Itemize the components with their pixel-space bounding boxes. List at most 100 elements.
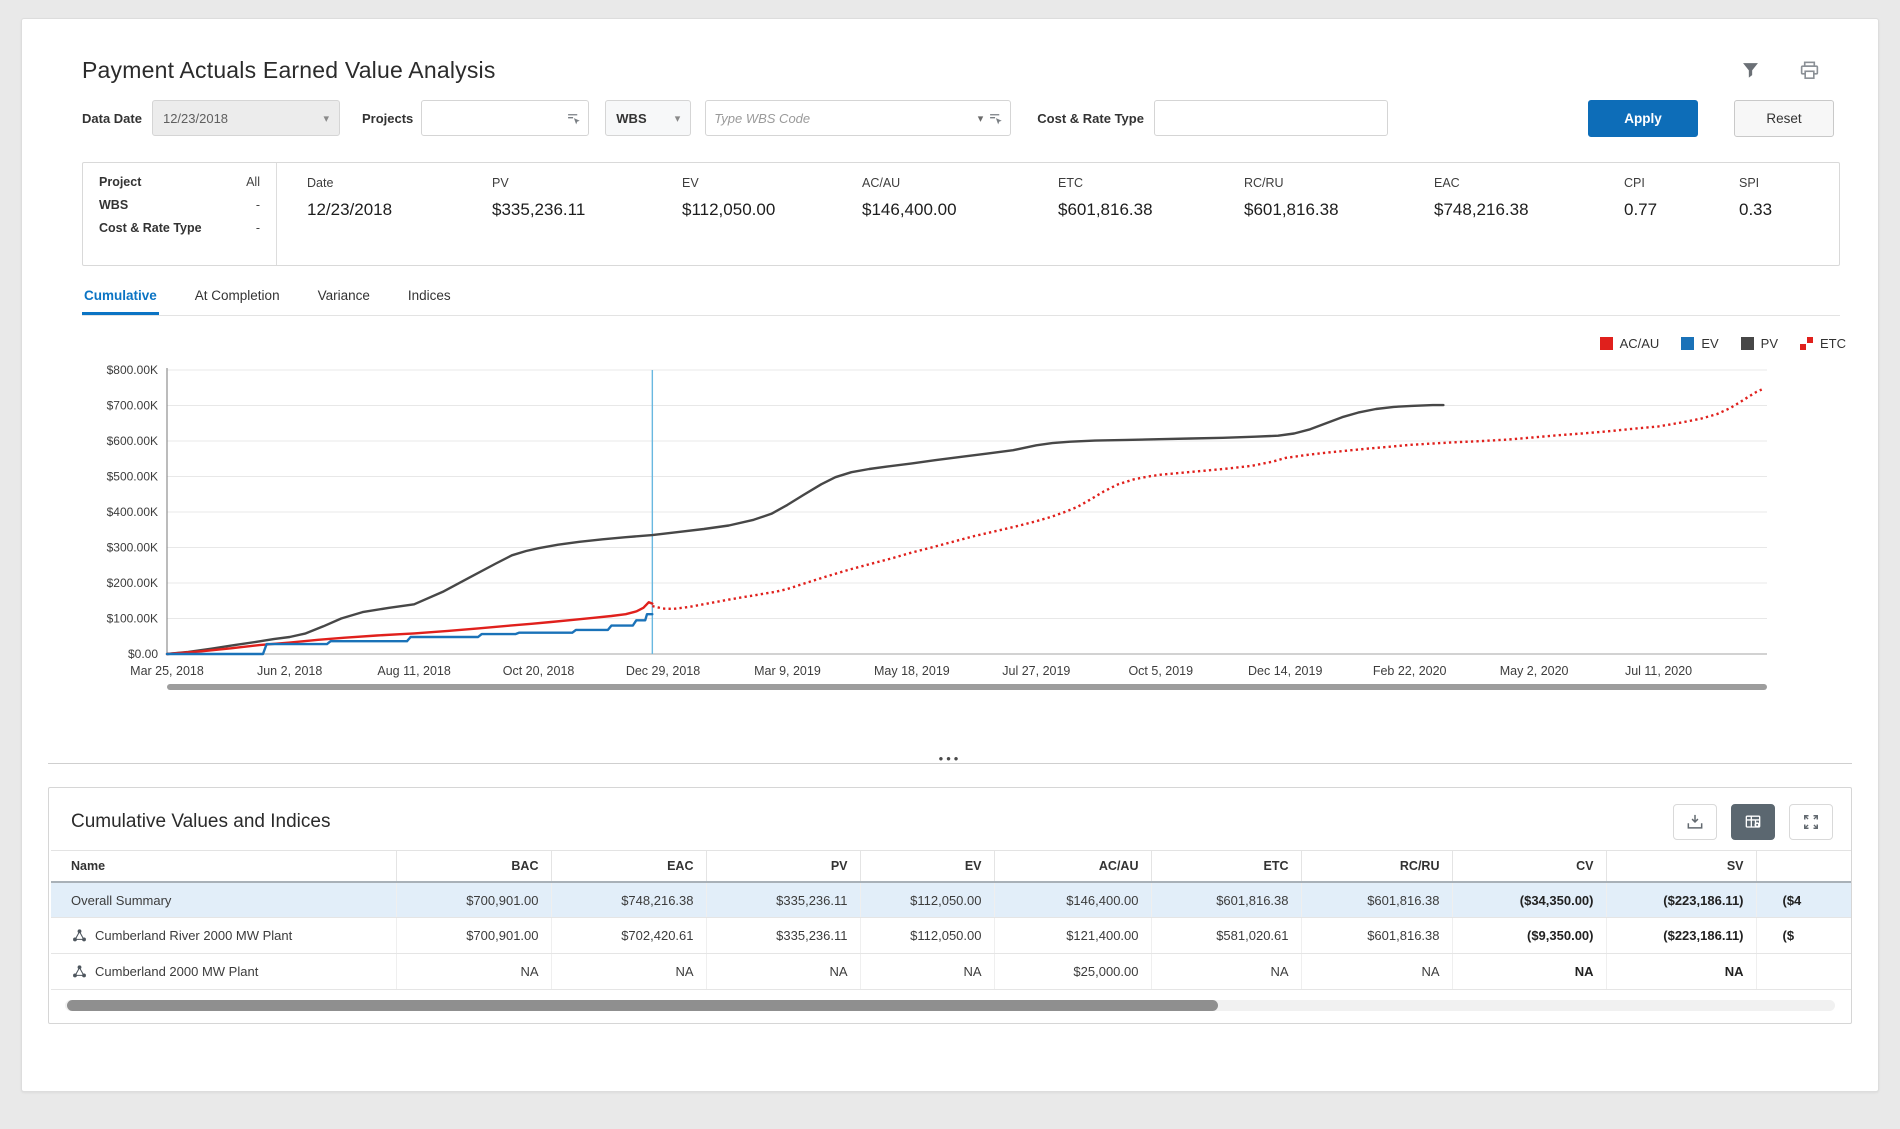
summary-metric-label: AC/AU (862, 176, 901, 190)
summary-filter-value: All (246, 175, 260, 189)
filter-bar: Data Date 12/23/2018 ▾ Projects WBS ▾ ▾ … (82, 98, 1840, 138)
cell-clipped: ($4 (1755, 882, 1851, 919)
column-header-rc-ru[interactable]: RC/RU (1300, 850, 1452, 883)
table-panel: Cumulative Values and Indices Name BAC EAC… (48, 787, 1852, 1025)
cell-name: Cumberland 2000 MW Plant (51, 953, 396, 991)
summary-metric-value: $748,216.38 (1434, 200, 1529, 219)
summary-filter-row: Project All (99, 175, 260, 189)
panel-splitter[interactable]: ••• (48, 751, 1852, 769)
summary-metric-label: EAC (1434, 176, 1460, 190)
chevron-down-icon: ▾ (323, 112, 329, 125)
apply-button[interactable]: Apply (1588, 99, 1698, 137)
table-settings-button[interactable] (1731, 804, 1775, 840)
cell-etc: NA (1150, 953, 1301, 991)
cell-clipped: ($ (1755, 917, 1851, 955)
column-header-cv[interactable]: CV (1451, 850, 1606, 883)
y-tick-label: $700.00K (107, 399, 158, 413)
summary-metric-label: SPI (1739, 176, 1760, 190)
picker-icon[interactable] (563, 111, 588, 126)
column-header-name[interactable]: Name (51, 850, 396, 883)
legend-swatch (1800, 336, 1813, 350)
cell-bac: $700,901.00 (395, 882, 551, 919)
wbs-code-input[interactable] (706, 101, 976, 135)
y-tick-label: $500.00K (107, 470, 158, 484)
summary-metric-spi: SPI 0.33 (1739, 176, 1839, 265)
cell-cv: ($9,350.00) (1451, 917, 1606, 955)
summary-metric-label: Date (307, 176, 334, 190)
column-header-bac[interactable]: BAC (395, 850, 551, 883)
legend-item-pv: PV (1740, 336, 1778, 351)
x-tick-label: Jul 27, 2019 (1002, 664, 1070, 678)
splitter-handle-icon[interactable]: ••• (938, 751, 962, 766)
legend-item-ac-au: AC/AU (1599, 336, 1659, 351)
print-icon[interactable] (1797, 59, 1822, 82)
cell-name: Overall Summary (51, 882, 396, 919)
summary-metric-value: 0.77 (1624, 200, 1658, 219)
cell-cv: NA (1451, 953, 1606, 991)
y-tick-label: $100.00K (107, 612, 158, 626)
cell-pv: NA (705, 953, 860, 991)
table-row[interactable]: Cumberland 2000 MW Plant NA NA NA NA $25,000.… (51, 953, 1851, 991)
table-horizontal-scrollbar[interactable] (65, 1000, 1835, 1012)
x-tick-label: Mar 25, 2018 (130, 664, 204, 678)
expand-fullscreen-button[interactable] (1789, 804, 1833, 840)
tabs: Cumulative At Completion Variance Indices (82, 282, 1840, 316)
projects-field (421, 100, 590, 136)
filter-icon[interactable] (1740, 60, 1761, 81)
cost-rate-type-input[interactable] (1154, 101, 1387, 135)
summary-filter-values: Project All WBS - Cost & Rate Type - (83, 163, 277, 265)
projects-label: Projects (361, 110, 414, 126)
cell-etc: $601,816.38 (1150, 882, 1301, 919)
y-tick-label: $800.00K (107, 363, 158, 377)
column-header-clipped[interactable] (1755, 850, 1851, 883)
cell-ev: $112,050.00 (859, 882, 994, 919)
summary-metric-value: 0.33 (1739, 200, 1773, 219)
wbs-dropdown[interactable]: WBS ▾ (605, 100, 692, 136)
table-row[interactable]: Cumberland River 2000 MW Plant $700,901.0… (51, 917, 1851, 955)
legend-item-etc: ETC (1800, 336, 1846, 351)
chart-scrollbar[interactable] (167, 684, 1767, 690)
row-name-label: Overall Summary (71, 893, 172, 909)
cell-bac: $700,901.00 (395, 917, 551, 955)
column-header-eac[interactable]: EAC (550, 850, 706, 883)
summary-filter-value: - (255, 198, 260, 212)
reset-button[interactable]: Reset (1734, 99, 1834, 137)
tab-cumulative[interactable]: Cumulative (82, 282, 159, 315)
cell-ev: NA (859, 953, 994, 991)
tab-at-completion[interactable]: At Completion (194, 288, 280, 303)
series-line-ac-au (165, 600, 654, 656)
table-row[interactable]: Overall Summary $700,901.00 $748,216.38 $33… (51, 882, 1851, 919)
data-date-select[interactable]: 12/23/2018 ▾ (151, 100, 340, 136)
x-tick-label: Jul 11, 2020 (1625, 664, 1692, 678)
x-tick-label: Feb 22, 2020 (1373, 664, 1447, 678)
cell-etc: $581,020.61 (1150, 917, 1301, 955)
cell-pv: $335,236.11 (705, 917, 860, 955)
column-header-ev[interactable]: EV (859, 850, 994, 883)
summary-metric-etc: ETC $601,816.38 (1058, 176, 1244, 265)
export-download-button[interactable] (1673, 804, 1717, 840)
summary-metric-pv: PV $335,236.11 (492, 176, 682, 265)
tab-indices[interactable]: Indices (407, 288, 451, 303)
cell-ac-au: $146,400.00 (993, 882, 1151, 919)
data-date-value: 12/23/2018 (162, 110, 229, 126)
table-header-row: Name BAC EAC PV EV AC/AU ETC RC/RU CV SV (51, 850, 1851, 883)
scrollbar-thumb[interactable] (67, 1000, 1218, 1012)
x-tick-label: May 2, 2020 (1500, 664, 1569, 678)
column-header-ac-au[interactable]: AC/AU (993, 850, 1151, 883)
summary-filter-row: WBS - (99, 198, 260, 212)
cell-name: Cumberland River 2000 MW Plant (51, 917, 396, 955)
cell-clipped (1755, 953, 1851, 991)
column-header-pv[interactable]: PV (705, 850, 860, 883)
x-tick-label: Oct 5, 2019 (1128, 664, 1193, 678)
x-tick-label: Mar 9, 2019 (754, 664, 821, 678)
table-toolbar (1673, 804, 1833, 840)
row-name-label: Cumberland River 2000 MW Plant (95, 928, 293, 944)
tab-variance[interactable]: Variance (317, 288, 370, 303)
projects-input[interactable] (422, 101, 564, 135)
column-header-etc[interactable]: ETC (1150, 850, 1301, 883)
cell-ac-au: $121,400.00 (993, 917, 1151, 955)
column-header-sv[interactable]: SV (1605, 850, 1756, 883)
row-name-label: Cumberland 2000 MW Plant (95, 964, 259, 980)
picker-icon[interactable] (985, 111, 1010, 126)
chart-legend: AC/AU EV PV ETC (82, 334, 1846, 352)
